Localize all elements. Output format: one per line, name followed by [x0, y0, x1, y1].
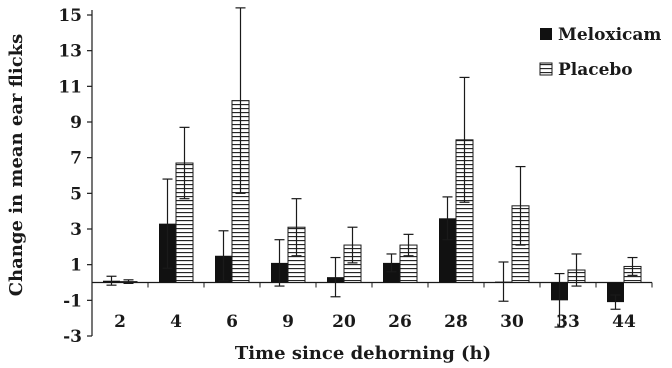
y-tick-label: 3 [70, 220, 82, 240]
y-tick-label: 11 [58, 77, 82, 97]
x-tick-label: 28 [444, 312, 468, 332]
y-tick-label: 1 [70, 256, 82, 276]
y-axis-title: Change in mean ear flicks [6, 34, 27, 297]
x-tick-label: 44 [612, 312, 636, 332]
legend: Meloxicam Placebo [539, 25, 661, 80]
x-tick-label: 6 [226, 312, 238, 332]
bar-meloxicam-44 [607, 282, 624, 303]
x-tick-label: 20 [332, 312, 356, 332]
y-tick-label: -1 [63, 291, 82, 311]
legend-label-meloxicam: Meloxicam [558, 25, 661, 45]
y-tick-label: 5 [70, 184, 82, 204]
legend-swatch-meloxicam [540, 28, 552, 40]
bar-meloxicam-26 [383, 262, 400, 283]
x-axis-title: Time since dehorning (h) [235, 343, 491, 364]
bar-meloxicam-28 [439, 218, 456, 283]
y-tick-label: -3 [63, 327, 82, 347]
x-tick-label: 30 [500, 312, 524, 332]
legend-swatch-placebo [539, 62, 553, 76]
legend-label-placebo: Placebo [558, 60, 633, 80]
x-tick-label: 2 [114, 312, 126, 332]
y-tick-label: 15 [58, 6, 82, 26]
x-tick-label: 4 [170, 312, 182, 332]
y-tick-label: 9 [70, 113, 82, 133]
x-tick-label: 33 [556, 312, 580, 332]
x-tick-label: 26 [388, 312, 412, 332]
y-tick-label: 13 [58, 42, 82, 62]
y-tick-label: 7 [70, 149, 82, 169]
x-tick-label: 9 [282, 312, 294, 332]
